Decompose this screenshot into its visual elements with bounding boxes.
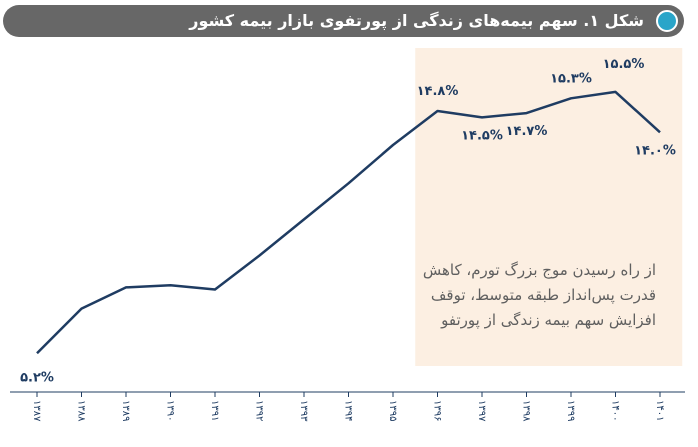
data-label: ۱۵.۳% (550, 71, 592, 86)
x-tick-label: ۱۳۹۸ (521, 400, 532, 422)
data-label: ۱۵.۵% (603, 57, 645, 72)
series-line (36, 90, 661, 355)
x-tick-label: ۱۳۹۷ (476, 400, 487, 422)
annotation-text: از راه رسیدن موج بزرگ تورم، کاهش قدرت پس… (422, 261, 656, 329)
x-tick-label: ۱۳۹۲ (254, 400, 265, 421)
x-tick-label: ۱۳۹۰ (165, 400, 176, 421)
x-tick-label: ۱۳۹۶ (432, 400, 443, 421)
data-label: ۵.۲% (20, 370, 54, 385)
x-tick-label: ۱۳۸۹ (120, 400, 131, 421)
x-tick-label: ۱۴۰۰ (610, 400, 621, 421)
highlight-region (415, 48, 683, 366)
x-tick-label: ۱۳۹۳ (298, 400, 309, 422)
x-tick-label: ۱۳۹۵ (387, 400, 398, 421)
title-bullet-icon (656, 10, 678, 32)
data-label: ۱۴.۸% (417, 84, 459, 99)
x-tick-label: ۱۳۹۴ (343, 400, 354, 421)
chart-title: شکل ۱. سهم بیمه‌های زندگی از پورتفوی باز… (189, 11, 644, 30)
title-bar: شکل ۱. سهم بیمه‌های زندگی از پورتفوی باز… (3, 5, 684, 37)
x-tick-label: ۱۳۹۱ (209, 400, 220, 421)
x-tick-label: ۱۳۸۸ (76, 400, 87, 422)
data-label: ۱۴.۷% (506, 124, 548, 139)
x-tick-label: ۱۴۰۱ (654, 400, 665, 421)
data-label: ۱۴.۵% (461, 128, 503, 143)
x-tick-label: ۱۳۸۷ (31, 400, 42, 422)
data-label: ۱۴.۰% (634, 143, 676, 158)
x-tick-label: ۱۳۹۹ (565, 400, 576, 421)
